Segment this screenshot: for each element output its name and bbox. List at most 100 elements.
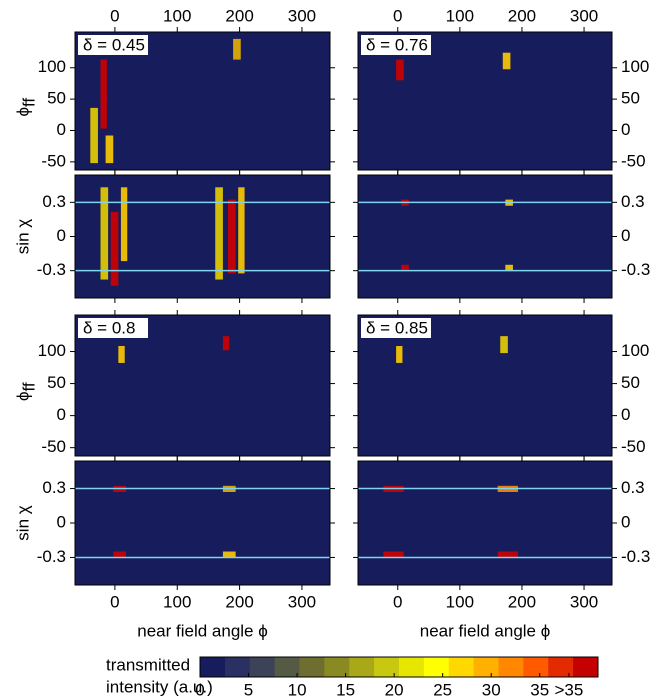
x-tick-label: 0	[110, 6, 119, 25]
x-tick-label: 0	[393, 592, 402, 611]
y-tick-label: 100	[38, 57, 66, 76]
colorbar-segment	[224, 657, 251, 677]
y-tick-label: 100	[621, 341, 649, 360]
panel-annotation: δ = 0.8	[83, 318, 135, 337]
colorbar-segment	[423, 657, 450, 677]
y-tick-label: 0.3	[42, 478, 66, 497]
y-tick-label: 50	[47, 373, 66, 392]
y-tick-label: 0	[621, 512, 630, 531]
colorbar-title: intensity (a.u.)	[106, 677, 213, 696]
x-tick-label: 300	[288, 592, 316, 611]
y-tick-label: 50	[47, 89, 66, 108]
x-tick-label: 300	[570, 592, 598, 611]
intensity-feature	[500, 336, 508, 354]
y-axis-label: sin χ	[13, 505, 32, 540]
colorbar-tick-label: 35	[530, 680, 549, 699]
y-tick-label: 0	[57, 405, 66, 424]
intensity-feature	[396, 59, 404, 81]
intensity-feature	[120, 187, 128, 262]
annotation-box	[361, 35, 431, 55]
y-axis-label: ϕ	[13, 107, 32, 117]
x-tick-label: 100	[446, 6, 474, 25]
colorbar-title: transmitted	[106, 655, 190, 674]
y-tick-label: -0.3	[621, 547, 650, 566]
y-axis-label-sub: ff	[19, 382, 38, 391]
y-tick-label: 0	[621, 405, 630, 424]
x-tick-label: 200	[225, 6, 253, 25]
intensity-feature	[90, 107, 98, 164]
heatmap-background	[358, 461, 612, 585]
panel-annotation: δ = 0.45	[83, 35, 145, 54]
heatmap-background	[358, 315, 612, 456]
colorbar-segment	[498, 657, 524, 677]
intensity-feature	[222, 336, 230, 351]
colorbar-tick-label: 15	[336, 680, 355, 699]
frame	[357, 314, 613, 457]
colorbar-segment	[548, 657, 574, 677]
x-tick-label: 200	[225, 592, 253, 611]
y-tick-label: -0.3	[37, 260, 66, 279]
y-tick-label: 0	[621, 226, 630, 245]
y-axis-label: sin χ	[13, 505, 32, 540]
y-axis-label: sin χ	[13, 219, 32, 254]
y-tick-label: 50	[621, 89, 640, 108]
colorbar-segment	[200, 657, 226, 677]
intensity-feature	[233, 38, 241, 60]
x-axis-label: near field angle ϕ	[420, 621, 551, 640]
y-tick-label: 0.3	[621, 478, 645, 497]
frame	[74, 314, 331, 457]
annotation-box	[78, 318, 148, 338]
intensity-feature	[113, 551, 126, 558]
y-tick-label: -50	[621, 437, 646, 456]
intensity-feature	[100, 59, 107, 129]
annotation-box	[78, 35, 148, 55]
y-tick-label: 0	[621, 120, 630, 139]
intensity-feature	[238, 187, 245, 274]
colorbar-tick-label: 5	[244, 680, 253, 699]
x-tick-label: 300	[570, 6, 598, 25]
y-axis-label: ϕff	[13, 98, 38, 117]
intensity-feature	[105, 135, 114, 164]
intensity-feature	[505, 264, 513, 271]
colorbar-tick-label: 0	[195, 680, 204, 699]
intensity-feature	[497, 551, 519, 558]
y-axis-label: sin χ	[13, 219, 32, 254]
y-axis-label-sub: ff	[19, 98, 38, 107]
colorbar-segment	[274, 657, 300, 677]
colorbar-tick-label: 10	[288, 680, 307, 699]
intensity-feature	[502, 52, 511, 70]
y-tick-label: -0.3	[37, 547, 66, 566]
y-tick-label: 0	[57, 512, 66, 531]
frame	[74, 31, 331, 171]
colorbar-segment	[573, 657, 599, 677]
intensity-feature	[383, 551, 404, 558]
heatmap-background	[75, 461, 330, 585]
colorbar-segment	[349, 657, 375, 677]
y-tick-label: 100	[621, 57, 649, 76]
x-tick-label: 100	[446, 592, 474, 611]
intensity-feature	[100, 187, 109, 280]
colorbar-segment	[374, 657, 400, 677]
colorbar-segment	[523, 657, 549, 677]
y-axis-label: ϕ	[13, 392, 32, 402]
colorbar-tick-label: 25	[433, 680, 452, 699]
x-tick-label: 0	[393, 6, 402, 25]
y-tick-label: 0	[57, 226, 66, 245]
intensity-feature	[396, 346, 403, 363]
panel-annotation: δ = 0.76	[366, 35, 428, 54]
annotation-box	[361, 318, 431, 338]
y-tick-label: 50	[621, 373, 640, 392]
y-tick-label: 0	[57, 120, 66, 139]
heatmap-background	[358, 175, 612, 298]
intensity-feature	[222, 551, 236, 558]
intensity-feature	[118, 346, 125, 363]
colorbar-segment	[473, 657, 499, 677]
colorbar-segment	[448, 657, 475, 677]
y-axis-label: ϕff	[13, 382, 38, 401]
colorbar-segment	[299, 657, 325, 677]
colorbar-segment	[249, 657, 276, 677]
colorbar-segment	[399, 657, 425, 677]
y-tick-label: 0.3	[42, 192, 66, 211]
y-tick-label: -50	[41, 151, 66, 170]
